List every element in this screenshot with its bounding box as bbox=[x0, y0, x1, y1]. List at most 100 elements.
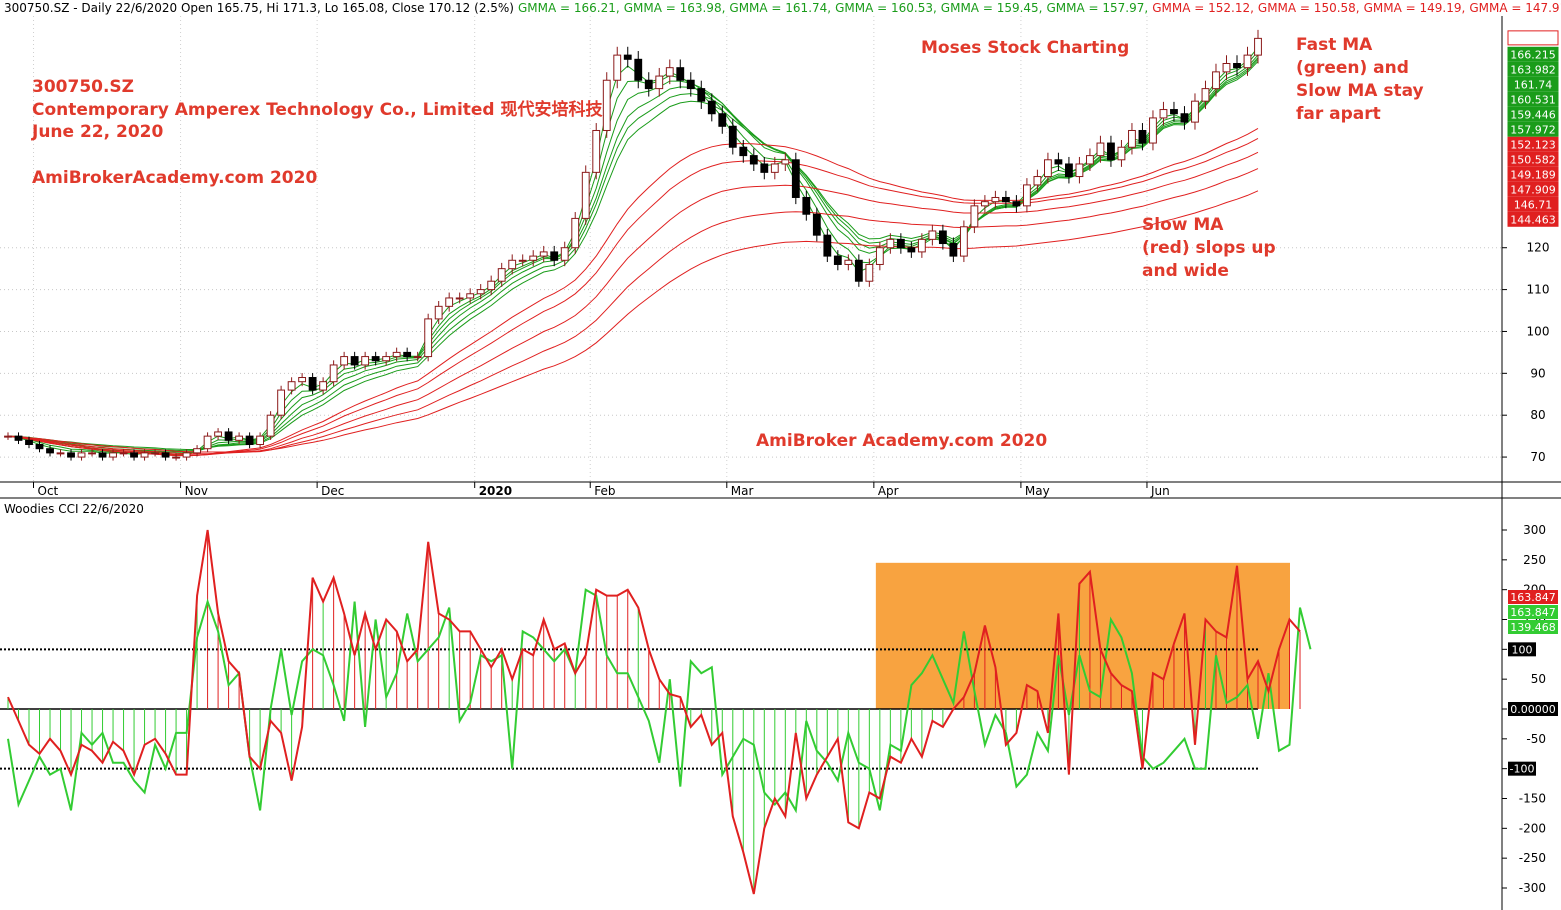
candle-down bbox=[791, 159, 800, 198]
candle-up bbox=[455, 297, 464, 300]
cci-y-tick-label: 50 bbox=[1531, 672, 1546, 686]
candle-up bbox=[539, 251, 548, 257]
cci-y-tick-label: 250 bbox=[1523, 553, 1546, 567]
candle-up bbox=[602, 79, 611, 131]
price-y-tick-label: 70 bbox=[1530, 450, 1545, 464]
candle-up bbox=[1149, 117, 1157, 144]
cci-pane: Woodies CCI 22/6/2020 30025020015050-50-… bbox=[0, 502, 1558, 895]
candle-down bbox=[224, 431, 233, 441]
candle-up bbox=[959, 226, 968, 257]
cci-badge bbox=[1508, 702, 1558, 716]
candle-up bbox=[182, 452, 191, 458]
candle-down bbox=[1065, 163, 1073, 178]
price-y-tick-label: 90 bbox=[1530, 366, 1545, 380]
candle-down bbox=[749, 155, 758, 165]
annotation-fast-ma-1: Fast MA bbox=[1296, 35, 1373, 55]
price-badge bbox=[1507, 181, 1559, 197]
candle-up bbox=[193, 448, 201, 454]
header-gmma-item: GMMA = 160.53, bbox=[835, 1, 937, 15]
candle-down bbox=[823, 234, 832, 257]
candle-up bbox=[592, 129, 601, 173]
candle-up bbox=[1191, 100, 1199, 123]
header-gmma-item: GMMA = 152.12, bbox=[1152, 1, 1254, 15]
candle-up bbox=[476, 289, 485, 295]
price-badge-label: 166.215 bbox=[1510, 48, 1556, 61]
price-badge-label: 146.71 bbox=[1514, 198, 1553, 211]
date-tick-label: Mar bbox=[731, 484, 754, 498]
header-gmma-item: GMMA = 150.58, bbox=[1258, 1, 1360, 15]
date-tick-label: Jun bbox=[1150, 484, 1170, 498]
candle-up bbox=[581, 171, 590, 219]
cci-line-turbo bbox=[7, 588, 1312, 814]
candle-up bbox=[266, 414, 275, 437]
candle-up bbox=[1096, 142, 1105, 157]
candle-up bbox=[886, 238, 895, 249]
candles bbox=[4, 29, 1262, 461]
candle-down bbox=[245, 435, 254, 446]
header-gmma-item: GMMA = 163.98, bbox=[624, 1, 726, 15]
date-tick-label: Dec bbox=[321, 484, 344, 498]
price-y-tick-label: 120 bbox=[1527, 241, 1550, 255]
annotation-site-1: AmiBrokerAcademy.com 2020 bbox=[32, 168, 317, 188]
cci-badge-label: 163.847 bbox=[1510, 606, 1556, 619]
candle-up bbox=[329, 364, 338, 383]
candle-up bbox=[518, 259, 527, 262]
gmma-line bbox=[7, 57, 1259, 453]
candle-down bbox=[1138, 129, 1147, 144]
candle-up bbox=[508, 259, 517, 270]
date-tick-label: Apr bbox=[878, 484, 899, 498]
date-tick-label: Feb bbox=[594, 484, 615, 498]
price-badge bbox=[1507, 196, 1559, 212]
header-gmma-item: GMMA = 161.74, bbox=[729, 1, 831, 15]
candle-up bbox=[1254, 37, 1262, 56]
candle-up bbox=[1117, 146, 1126, 161]
candle-down bbox=[812, 213, 821, 236]
price-badge bbox=[1507, 76, 1559, 92]
candle-down bbox=[1233, 62, 1241, 69]
cci-lines bbox=[7, 529, 1312, 895]
price-badge bbox=[1507, 106, 1559, 122]
candle-up bbox=[56, 452, 65, 455]
cci-y-tick-label: -50 bbox=[1526, 732, 1546, 746]
annotation-fast-ma-4: far apart bbox=[1296, 104, 1381, 124]
candle-down bbox=[907, 247, 916, 253]
cci-badge bbox=[1508, 605, 1558, 619]
candle-down bbox=[25, 439, 33, 446]
candle-up bbox=[319, 381, 328, 391]
price-y-tick-label: 80 bbox=[1530, 408, 1545, 422]
candle-down bbox=[350, 356, 359, 366]
gmma-line bbox=[7, 54, 1259, 454]
candle-up bbox=[1212, 71, 1220, 90]
candle-down bbox=[833, 255, 842, 265]
candle-down bbox=[896, 238, 905, 249]
annotation-site-2: AmiBroker Academy.com 2020 bbox=[756, 431, 1047, 451]
candle-down bbox=[308, 377, 317, 391]
candle-up bbox=[277, 389, 286, 416]
price-badge-label: 170.12 bbox=[1514, 32, 1553, 45]
candle-up bbox=[88, 452, 96, 455]
cci-badge-label: 163.847 bbox=[1510, 591, 1556, 604]
candle-up bbox=[466, 293, 475, 299]
price-badge bbox=[1507, 30, 1559, 46]
cci-badge-label: 139.468 bbox=[1510, 621, 1556, 634]
candle-up bbox=[392, 351, 401, 358]
candle-down bbox=[14, 435, 23, 441]
candle-down bbox=[644, 79, 653, 90]
candle-down bbox=[760, 163, 769, 173]
candle-up bbox=[361, 356, 370, 366]
candle-up bbox=[875, 247, 884, 265]
candle-up bbox=[1022, 184, 1031, 207]
date-axis-ticks: Oct Nov Dec 2020 Feb Mar Apr May Jun bbox=[33, 482, 1170, 498]
cci-badge bbox=[1508, 761, 1536, 776]
header-gmma-item: GMMA = 147.91, bbox=[1469, 1, 1561, 15]
candle-up bbox=[1222, 62, 1231, 73]
gmma-line bbox=[7, 190, 1259, 453]
candle-up bbox=[382, 356, 391, 362]
cci-badge-label: 100 bbox=[1512, 643, 1533, 656]
annotation-ticker: 300750.SZ bbox=[32, 77, 134, 97]
price-pane: 70 80 90 100 110 120 170.12 166.215 163.982 161.… bbox=[0, 16, 1559, 482]
candle-down bbox=[98, 452, 107, 458]
cci-y-tick-label: -300 bbox=[1519, 881, 1546, 895]
candle-down bbox=[854, 259, 863, 282]
candle-down bbox=[739, 146, 748, 157]
